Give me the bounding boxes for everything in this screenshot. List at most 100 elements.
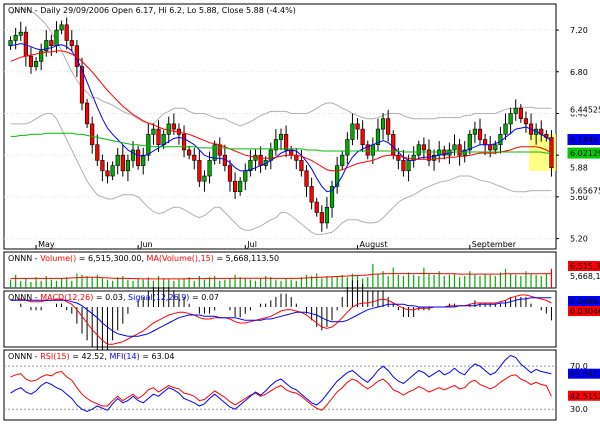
candle-body — [232, 180, 238, 192]
candle-body — [508, 113, 513, 125]
candle-body — [483, 139, 488, 146]
candle-body — [284, 134, 289, 151]
candle-body — [130, 149, 136, 161]
candle-body — [217, 144, 222, 156]
candle-body — [90, 123, 95, 146]
x-tick-label: May — [38, 240, 55, 249]
candle-body — [120, 154, 125, 172]
candle-body — [498, 134, 503, 146]
price-tag-bg — [567, 147, 600, 159]
candle-body — [110, 165, 115, 177]
bollinger-upper-line — [10, 8, 552, 127]
volume-ma-line — [10, 272, 552, 280]
bollinger-lower-line — [10, 113, 552, 235]
candle-body — [44, 40, 49, 52]
candle-body — [171, 123, 176, 130]
candle-body — [431, 154, 437, 161]
panel-frame-0 — [3, 3, 557, 250]
candle-body — [488, 144, 493, 151]
candle-body — [125, 160, 131, 172]
price-tag-label: 5.65675 — [570, 187, 600, 196]
candle-body — [100, 160, 105, 172]
macd-tag-label: 0.030465 — [570, 307, 600, 316]
candle-body — [324, 206, 330, 224]
macd-title-part: ONNN - — [8, 293, 40, 302]
candle-body — [197, 160, 202, 182]
candle-body — [477, 128, 483, 140]
rsi-title-part: = 42.52, — [70, 352, 110, 361]
candle-body — [8, 40, 13, 47]
rsi-tag-bg — [568, 368, 600, 379]
volume-tag-bg — [568, 271, 600, 281]
candle-body — [345, 139, 350, 156]
rsi-title-part: RSI(15) — [40, 352, 69, 361]
candle-body — [350, 123, 355, 140]
macd-line-1 — [10, 297, 552, 337]
panel-frame-3 — [3, 349, 557, 421]
macd-tag-bg — [568, 296, 600, 306]
price-tick-label: 7.20 — [570, 26, 588, 35]
price-title: ONNN - Daily 29/09/2006 Open 6.17, Hi 6.… — [8, 6, 296, 15]
volume-title-part: MA(Volume(),15) — [147, 254, 214, 263]
price-tick-label: 5.20 — [570, 235, 588, 244]
price-tick-label: 6.80 — [570, 68, 588, 77]
macd-tag-bg — [568, 306, 600, 316]
rsi-tick-label: 70.0 — [570, 362, 588, 371]
candle-body — [493, 144, 498, 151]
panel-frame-1 — [3, 251, 557, 289]
candle-body — [457, 144, 462, 156]
volume-tag-bg — [568, 261, 600, 271]
rsi-line-1 — [10, 354, 552, 412]
candle-body — [421, 144, 426, 151]
candle-body — [146, 134, 151, 156]
macd-title: ONNN - MACD(12,26) = 0.03, Signal(12,26,… — [8, 293, 219, 302]
candle-body — [503, 123, 508, 135]
rsi-title-part: ONNN - — [8, 352, 40, 361]
price-tag-label: 5.88 — [570, 164, 588, 173]
candle-body — [370, 144, 375, 156]
candle-body — [360, 128, 365, 146]
rsi-title: ONNN - RSI(15) = 42.52, MFI(14) = 63.04 — [8, 352, 174, 361]
panel-frame-2 — [3, 290, 557, 348]
price-ma-line-1 — [10, 50, 552, 172]
price-tag-bg — [568, 104, 600, 115]
candle-body — [64, 24, 69, 41]
candle-body — [319, 212, 324, 224]
candle-body — [365, 144, 370, 156]
rsi-tick-label: 30.0 — [570, 405, 588, 414]
candle-body — [416, 144, 421, 156]
volume-title-part: ONNN - — [8, 254, 40, 263]
candle-body — [518, 107, 523, 119]
price-tag-label: 6.1445 — [570, 136, 598, 145]
candle-body — [238, 180, 243, 192]
candle-body — [18, 31, 23, 36]
candle-body — [28, 55, 34, 67]
macd-tag-label: 0.068632 — [570, 297, 600, 306]
candle-body — [161, 134, 166, 146]
candle-body — [59, 24, 64, 31]
candle-body — [227, 165, 233, 182]
candle-body — [309, 186, 314, 203]
candle-body — [472, 128, 477, 135]
rsi-line-0 — [10, 370, 552, 411]
price-tag-label: 6.44525 — [570, 105, 600, 114]
candle-body — [115, 154, 120, 166]
volume-title-part: = 6,515,300.00, — [76, 254, 146, 263]
candle-body — [136, 149, 141, 166]
x-tick-label: September — [472, 240, 517, 249]
candle-body — [85, 102, 90, 125]
rsi-title-part: = 63.04 — [140, 352, 175, 361]
candle-body — [166, 123, 171, 135]
candle-body — [426, 149, 432, 161]
candle-body — [437, 149, 442, 156]
macd-title-part: = 0.07 — [189, 293, 219, 302]
candle-body — [49, 40, 54, 47]
candle-body — [187, 149, 192, 156]
x-tick-label: Jul — [246, 240, 257, 249]
candle-body — [243, 170, 248, 182]
candle-body — [401, 160, 406, 172]
candle-body — [258, 154, 263, 166]
candle-body — [95, 144, 100, 161]
candle-body — [314, 201, 319, 213]
candle-body — [273, 139, 278, 151]
